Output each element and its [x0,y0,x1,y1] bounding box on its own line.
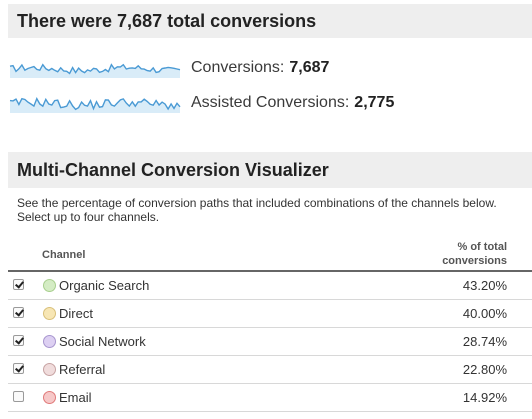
table-row: Direct 40.00% [8,300,532,328]
channel-percent: 28.74% [462,334,507,349]
channel-name: Direct [59,306,93,321]
channel-color-dot-icon [43,363,56,376]
metric-conversions: Conversions: 7,687 [9,56,329,80]
sparkline-line [9,96,181,111]
visualizer-description: See the percentage of conversion paths t… [17,196,497,224]
channel-color-dot-icon [43,391,56,404]
channel-color-dot-icon [43,307,56,320]
channel-percent: 40.00% [462,306,507,321]
sparkline-icon [9,63,181,78]
channel-color-dot-icon [43,335,56,348]
channel-name: Referral [59,362,106,377]
table-row: Referral 22.80% [8,356,532,384]
visualizer-title: Multi-Channel Conversion Visualizer [17,160,329,180]
table-header: Channel % of total conversions [8,237,532,272]
channel-percent: 22.80% [462,362,507,377]
sparkline-icon [9,96,181,113]
channel-percent: 43.20% [462,278,507,293]
metric-label: Conversions: [191,59,285,76]
channel-checkbox[interactable] [13,307,24,318]
column-header-percent-line1: % of total [457,241,508,253]
column-header-percent-line2: conversions [442,255,507,267]
metric-label: Assisted Conversions: [191,94,350,111]
table-row: Organic Search 43.20% [8,272,532,300]
channel-name: Email [59,390,92,405]
metric-assisted-conversions: Assisted Conversions: 2,775 [9,91,394,115]
channel-color-dot-icon [43,279,56,292]
visualizer-header: Multi-Channel Conversion Visualizer [8,152,532,188]
column-header-percent: % of total conversions [417,240,507,268]
table-row: Email 14.92% [8,384,532,412]
sparkline-line [9,63,181,75]
channel-checkbox[interactable] [13,279,24,290]
sparkline-area [10,64,180,78]
channel-checkbox[interactable] [13,391,24,402]
summary-header: There were 7,687 total conversions [8,4,532,38]
channel-name: Organic Search [59,278,150,293]
metric-value: 2,775 [354,94,395,111]
metric-value: 7,687 [289,59,330,76]
channel-checkbox[interactable] [13,335,24,346]
column-header-channel: Channel [42,249,86,261]
channel-percent: 14.92% [462,390,507,405]
channel-name: Social Network [59,334,146,349]
channel-checkbox[interactable] [13,363,24,374]
summary-title: There were 7,687 total conversions [17,11,317,31]
table-row: Social Network 28.74% [8,328,532,356]
